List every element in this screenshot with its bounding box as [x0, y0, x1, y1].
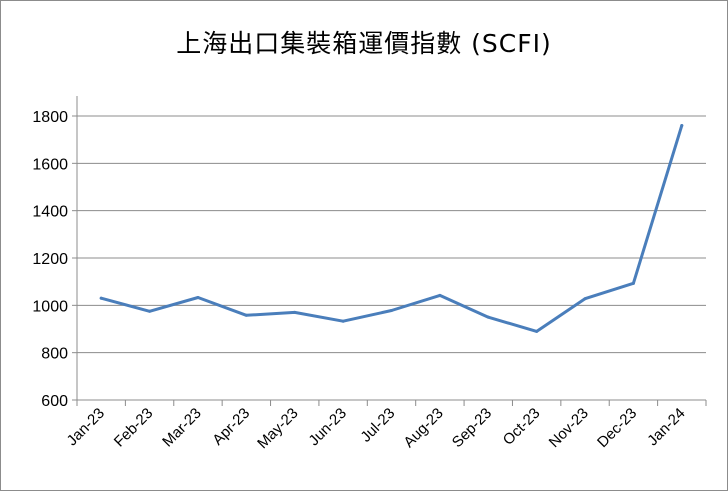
x-tick-label: Jan-24	[644, 405, 688, 449]
data-point	[341, 319, 345, 323]
grid-lines	[77, 115, 706, 354]
data-point	[293, 310, 297, 314]
data-point	[99, 296, 103, 300]
x-tick-label: Sep-23	[449, 405, 495, 451]
y-tick-label: 600	[41, 393, 68, 410]
data-point	[244, 313, 248, 317]
x-tick-label: Nov-23	[546, 405, 592, 451]
y-tick-label: 1000	[32, 298, 68, 315]
data-point	[438, 293, 442, 297]
data-point	[390, 309, 393, 313]
data-point	[486, 315, 490, 319]
y-tick-label: 1200	[32, 251, 68, 268]
x-tick-label: Jul-23	[357, 405, 398, 446]
x-tick-label: Feb-23	[111, 405, 157, 451]
y-tick-label: 1600	[32, 156, 68, 173]
x-tick-label: Apr-23	[209, 405, 253, 449]
x-tick-label: Oct-23	[500, 405, 544, 449]
data-point	[583, 297, 587, 301]
axes	[72, 96, 707, 406]
y-tick-labels: 600 800 1000 1200 1400 1600 1800	[32, 109, 68, 410]
x-tick-label: May-23	[254, 405, 301, 452]
chart-title: 上海出口集裝箱運價指數 (SCFI)	[176, 29, 552, 58]
y-tick-label: 1400	[32, 204, 68, 221]
data-point	[148, 309, 152, 313]
x-tick-label: Jun-23	[305, 405, 349, 449]
x-tick-label: Dec-23	[594, 405, 640, 451]
data-point	[680, 123, 684, 127]
y-tick-label: 800	[41, 346, 68, 363]
series	[99, 123, 684, 333]
series-line	[99, 124, 684, 333]
x-tick-label: Jan-23	[64, 405, 108, 449]
x-tick-label: Mar-23	[159, 405, 205, 451]
x-tick-label: Aug-23	[400, 405, 446, 451]
data-point	[631, 281, 635, 285]
x-tick-labels: Jan-23 Feb-23 Mar-23 Apr-23 May-23 Jun-23 Jul-…	[64, 405, 689, 452]
y-tick-label: 1800	[32, 109, 68, 126]
data-point	[196, 296, 200, 300]
data-point	[535, 329, 539, 333]
